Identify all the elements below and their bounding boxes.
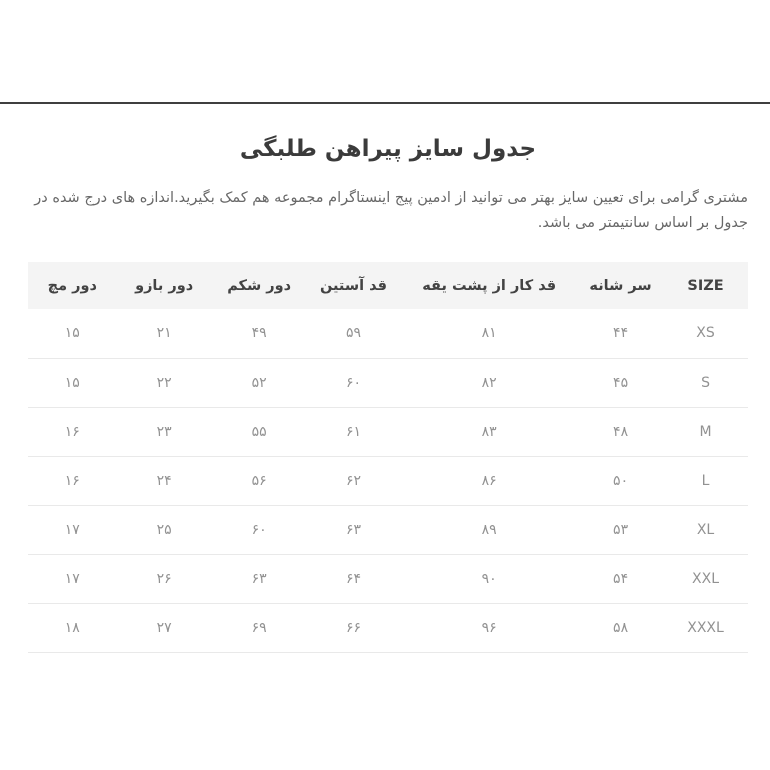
- measurement-cell-shoulder: ۵۳: [578, 505, 664, 555]
- measurement-cell-back-length: ۸۶: [400, 456, 579, 506]
- size-table-row-xxxl: XXXL ۵۸ ۹۶ ۶۶ ۶۹ ۲۷ ۱۸: [28, 603, 748, 653]
- size-table-row-l: L ۵۰ ۸۶ ۶۲ ۵۶ ۲۴ ۱۶: [28, 456, 748, 506]
- size-table-row-xs: XS ۴۴ ۸۱ ۵۹ ۴۹ ۲۱ ۱۵: [28, 309, 748, 359]
- size-label-cell: S: [663, 358, 748, 408]
- measurement-cell-back-length: ۸۱: [400, 309, 579, 359]
- size-guide-description: مشتری گرامی برای تعیین سایز بهتر می توان…: [34, 190, 748, 231]
- size-table-header-row: SIZE سر شانه قد کار از پشت یقه قد آستین دور …: [28, 262, 748, 309]
- size-label-cell: L: [663, 456, 748, 506]
- measurement-cell-sleeve-length: ۶۲: [306, 456, 401, 506]
- size-chart-table: SIZE سر شانه قد کار از پشت یقه قد آستین دور …: [28, 262, 748, 653]
- size-label-cell: M: [663, 407, 748, 457]
- measurement-cell-wrist: ۱۶: [28, 407, 117, 457]
- measurement-cell-sleeve-length: ۶۱: [306, 407, 401, 457]
- size-label-cell: XL: [663, 505, 748, 555]
- measurement-cell-belly: ۵۵: [211, 407, 307, 457]
- top-divider: [0, 102, 770, 104]
- measurement-cell-wrist: ۱۶: [28, 456, 117, 506]
- size-table-row-xxl: XXL ۵۴ ۹۰ ۶۴ ۶۳ ۲۶ ۱۷: [28, 554, 748, 604]
- measurement-cell-arm: ۲۵: [116, 505, 212, 555]
- measurement-cell-sleeve-length: ۶۳: [306, 505, 401, 555]
- measurement-cell-belly: ۶۰: [211, 505, 307, 555]
- size-guide-section: جدول سایز پیراهن طلبگی مشتری گرامی برای …: [0, 132, 770, 653]
- measurement-cell-wrist: ۱۵: [28, 309, 117, 359]
- measurement-cell-belly: ۴۹: [211, 309, 307, 359]
- column-header-back-length: قد کار از پشت یقه: [400, 262, 579, 309]
- size-label-cell: XXL: [663, 554, 748, 604]
- size-table-row-m: M ۴۸ ۸۳ ۶۱ ۵۵ ۲۳ ۱۶: [28, 407, 748, 457]
- size-table-body: XS ۴۴ ۸۱ ۵۹ ۴۹ ۲۱ ۱۵ S ۴۵ ۸۲ ۶۰ ۵۲ ۲۲ ۱۵ M ۴۸ ۸۳ ۶۱ ۵۵ ۲۳ ۱۶…: [28, 309, 748, 653]
- size-table-row-s: S ۴۵ ۸۲ ۶۰ ۵۲ ۲۲ ۱۵: [28, 358, 748, 408]
- measurement-cell-belly: ۶۹: [211, 603, 307, 653]
- measurement-cell-sleeve-length: ۵۹: [306, 309, 401, 359]
- measurement-cell-arm: ۲۷: [116, 603, 212, 653]
- measurement-cell-shoulder: ۴۵: [578, 358, 664, 408]
- measurement-cell-back-length: ۹۶: [400, 603, 579, 653]
- measurement-cell-arm: ۲۶: [116, 554, 212, 604]
- size-label-cell: XS: [663, 309, 748, 359]
- measurement-cell-arm: ۲۲: [116, 358, 212, 408]
- measurement-cell-wrist: ۱۸: [28, 603, 117, 653]
- measurement-cell-shoulder: ۵۸: [578, 603, 664, 653]
- size-label-cell: XXXL: [663, 603, 748, 653]
- measurement-cell-back-length: ۸۲: [400, 358, 579, 408]
- measurement-cell-belly: ۵۲: [211, 358, 307, 408]
- measurement-cell-wrist: ۱۵: [28, 358, 117, 408]
- column-header-belly: دور شکم: [211, 262, 307, 309]
- measurement-cell-sleeve-length: ۶۴: [306, 554, 401, 604]
- column-header-shoulder: سر شانه: [578, 262, 664, 309]
- column-header-wrist: دور مچ: [28, 262, 117, 309]
- measurement-cell-sleeve-length: ۶۰: [306, 358, 401, 408]
- column-header-size: SIZE: [663, 262, 748, 309]
- measurement-cell-sleeve-length: ۶۶: [306, 603, 401, 653]
- measurement-cell-back-length: ۹۰: [400, 554, 579, 604]
- measurement-cell-shoulder: ۵۰: [578, 456, 664, 506]
- column-header-arm: دور بازو: [116, 262, 212, 309]
- measurement-cell-shoulder: ۵۴: [578, 554, 664, 604]
- measurement-cell-arm: ۲۴: [116, 456, 212, 506]
- measurement-cell-wrist: ۱۷: [28, 505, 117, 555]
- measurement-cell-shoulder: ۴۴: [578, 309, 664, 359]
- page-title: جدول سایز پیراهن طلبگی: [239, 136, 537, 162]
- column-header-sleeve-length: قد آستین: [306, 262, 401, 309]
- measurement-cell-belly: ۵۶: [211, 456, 307, 506]
- measurement-cell-back-length: ۸۹: [400, 505, 579, 555]
- measurement-cell-arm: ۲۳: [116, 407, 212, 457]
- measurement-cell-wrist: ۱۷: [28, 554, 117, 604]
- measurement-cell-back-length: ۸۳: [400, 407, 579, 457]
- size-table-row-xl: XL ۵۳ ۸۹ ۶۳ ۶۰ ۲۵ ۱۷: [28, 505, 748, 555]
- measurement-cell-arm: ۲۱: [116, 309, 212, 359]
- measurement-cell-shoulder: ۴۸: [578, 407, 664, 457]
- measurement-cell-belly: ۶۳: [211, 554, 307, 604]
